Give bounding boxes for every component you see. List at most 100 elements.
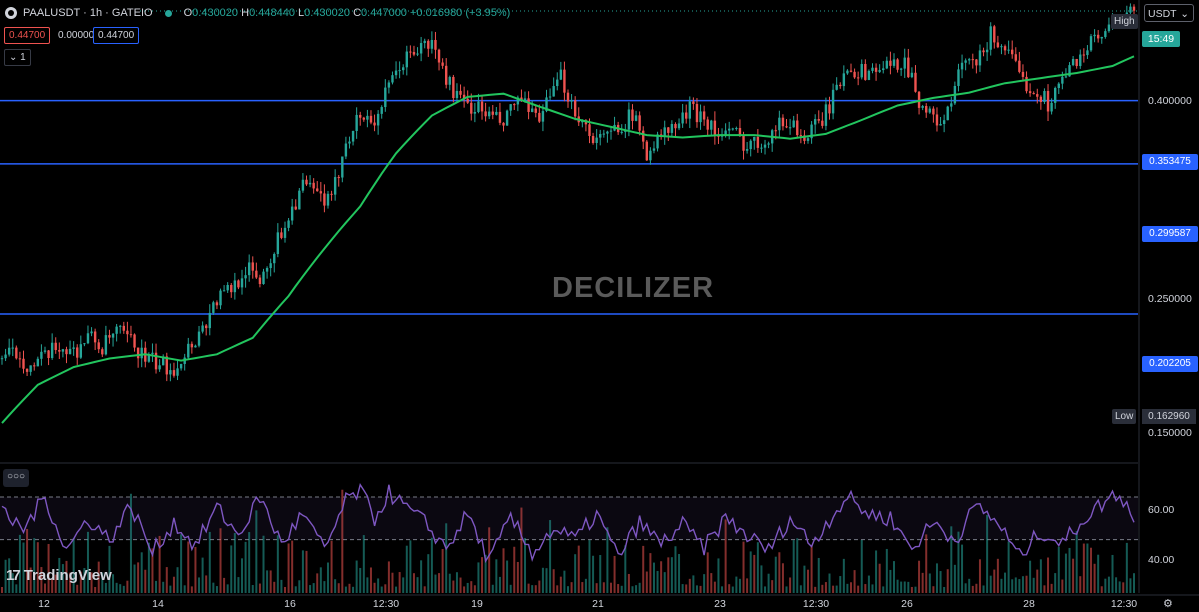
volume-bar [201,557,204,593]
volume-bar [380,586,383,593]
volume-bar [291,540,294,593]
volume-bar [1000,578,1003,593]
chevron-down-icon: ⌄ [1180,8,1189,20]
candle [473,111,477,114]
volume-bar [1082,543,1085,593]
pane-menu-button[interactable]: ○○○ [3,469,29,487]
volume-bar [405,545,408,593]
candle [1086,50,1089,56]
candle [534,108,537,113]
volume-bar [416,577,419,593]
candle [982,50,985,53]
candle [602,133,606,135]
symbol-title[interactable]: PAALUSDT · 1h · GATEIO [23,7,153,19]
candle [813,119,817,125]
volume-bar [348,583,351,593]
volume-bar [939,571,942,593]
candle [505,110,509,126]
candle [4,354,7,359]
volume-bar [1025,575,1028,593]
buy-button[interactable]: 0.44700 [93,27,140,44]
volume-bar [1086,543,1089,593]
candle [398,70,401,72]
candle [882,68,885,71]
sell-button[interactable]: 0.44700 [4,27,51,44]
candle [738,128,742,136]
volume-bar [599,555,602,593]
candle [308,182,312,185]
candle [778,117,781,131]
candle [674,123,677,129]
candle [416,53,419,55]
volume-bar [964,583,967,593]
volume-bar [681,584,684,593]
volume-bar [176,567,179,593]
candle [760,147,763,149]
volume-bar [724,519,727,593]
volume-bar [466,582,469,593]
candle [663,127,666,138]
currency-select[interactable]: USDT ⌄ [1144,4,1194,22]
volume-bar [592,555,595,593]
volume-bar [846,583,849,593]
candle [899,68,903,70]
candle-countdown: 15:49 [1142,31,1180,47]
volume-bar [860,540,863,593]
candle [333,177,337,195]
candle [255,270,258,278]
candle [1050,102,1053,112]
volume-bar [674,546,677,593]
candle [742,135,745,151]
candle [301,179,305,191]
volume-bar [427,554,430,593]
volume-bar [29,567,32,593]
volume-bar [94,586,97,593]
candle [61,349,65,352]
candle [441,62,444,66]
candle [108,335,111,338]
volume-bar [577,545,580,593]
candle [1129,6,1132,13]
candle [806,138,810,141]
volume-bar [51,578,54,593]
volume-bar [706,552,709,593]
volume-bar [552,569,555,593]
volume-bar [1068,547,1071,593]
candle [874,67,878,72]
candle [692,101,695,104]
candle [831,89,835,114]
indicators-collapse-button[interactable]: ⌄ 1 [4,49,31,66]
candle [1021,71,1025,77]
volume-bar [205,575,208,593]
volume-bar [284,586,286,593]
volume-bar [484,554,487,593]
volume-bar [638,582,641,593]
volume-bar [387,561,390,593]
candle [763,144,767,148]
candle [119,325,122,327]
candle [656,134,659,149]
candle [649,150,652,161]
volume-bar [1,586,3,593]
candle [312,182,315,189]
volume-bar [534,585,537,593]
time-tick: 12 [38,598,50,610]
volume-bar [567,586,569,593]
settings-gear-icon[interactable]: ⚙ [1163,598,1173,610]
candle [530,108,534,112]
volume-bar [434,574,437,593]
volume-bar [699,585,702,593]
candle [437,49,441,63]
candle [849,70,853,72]
volume-bar [753,554,756,593]
candle [545,97,548,112]
candle [15,347,18,359]
candle [237,280,240,288]
candle [455,90,459,99]
tradingview-logo: 17 TradingView [6,567,112,584]
volume-bar [83,568,86,593]
volume-bar [588,540,591,593]
volume-bar [903,581,906,593]
volume-bar [624,545,627,593]
